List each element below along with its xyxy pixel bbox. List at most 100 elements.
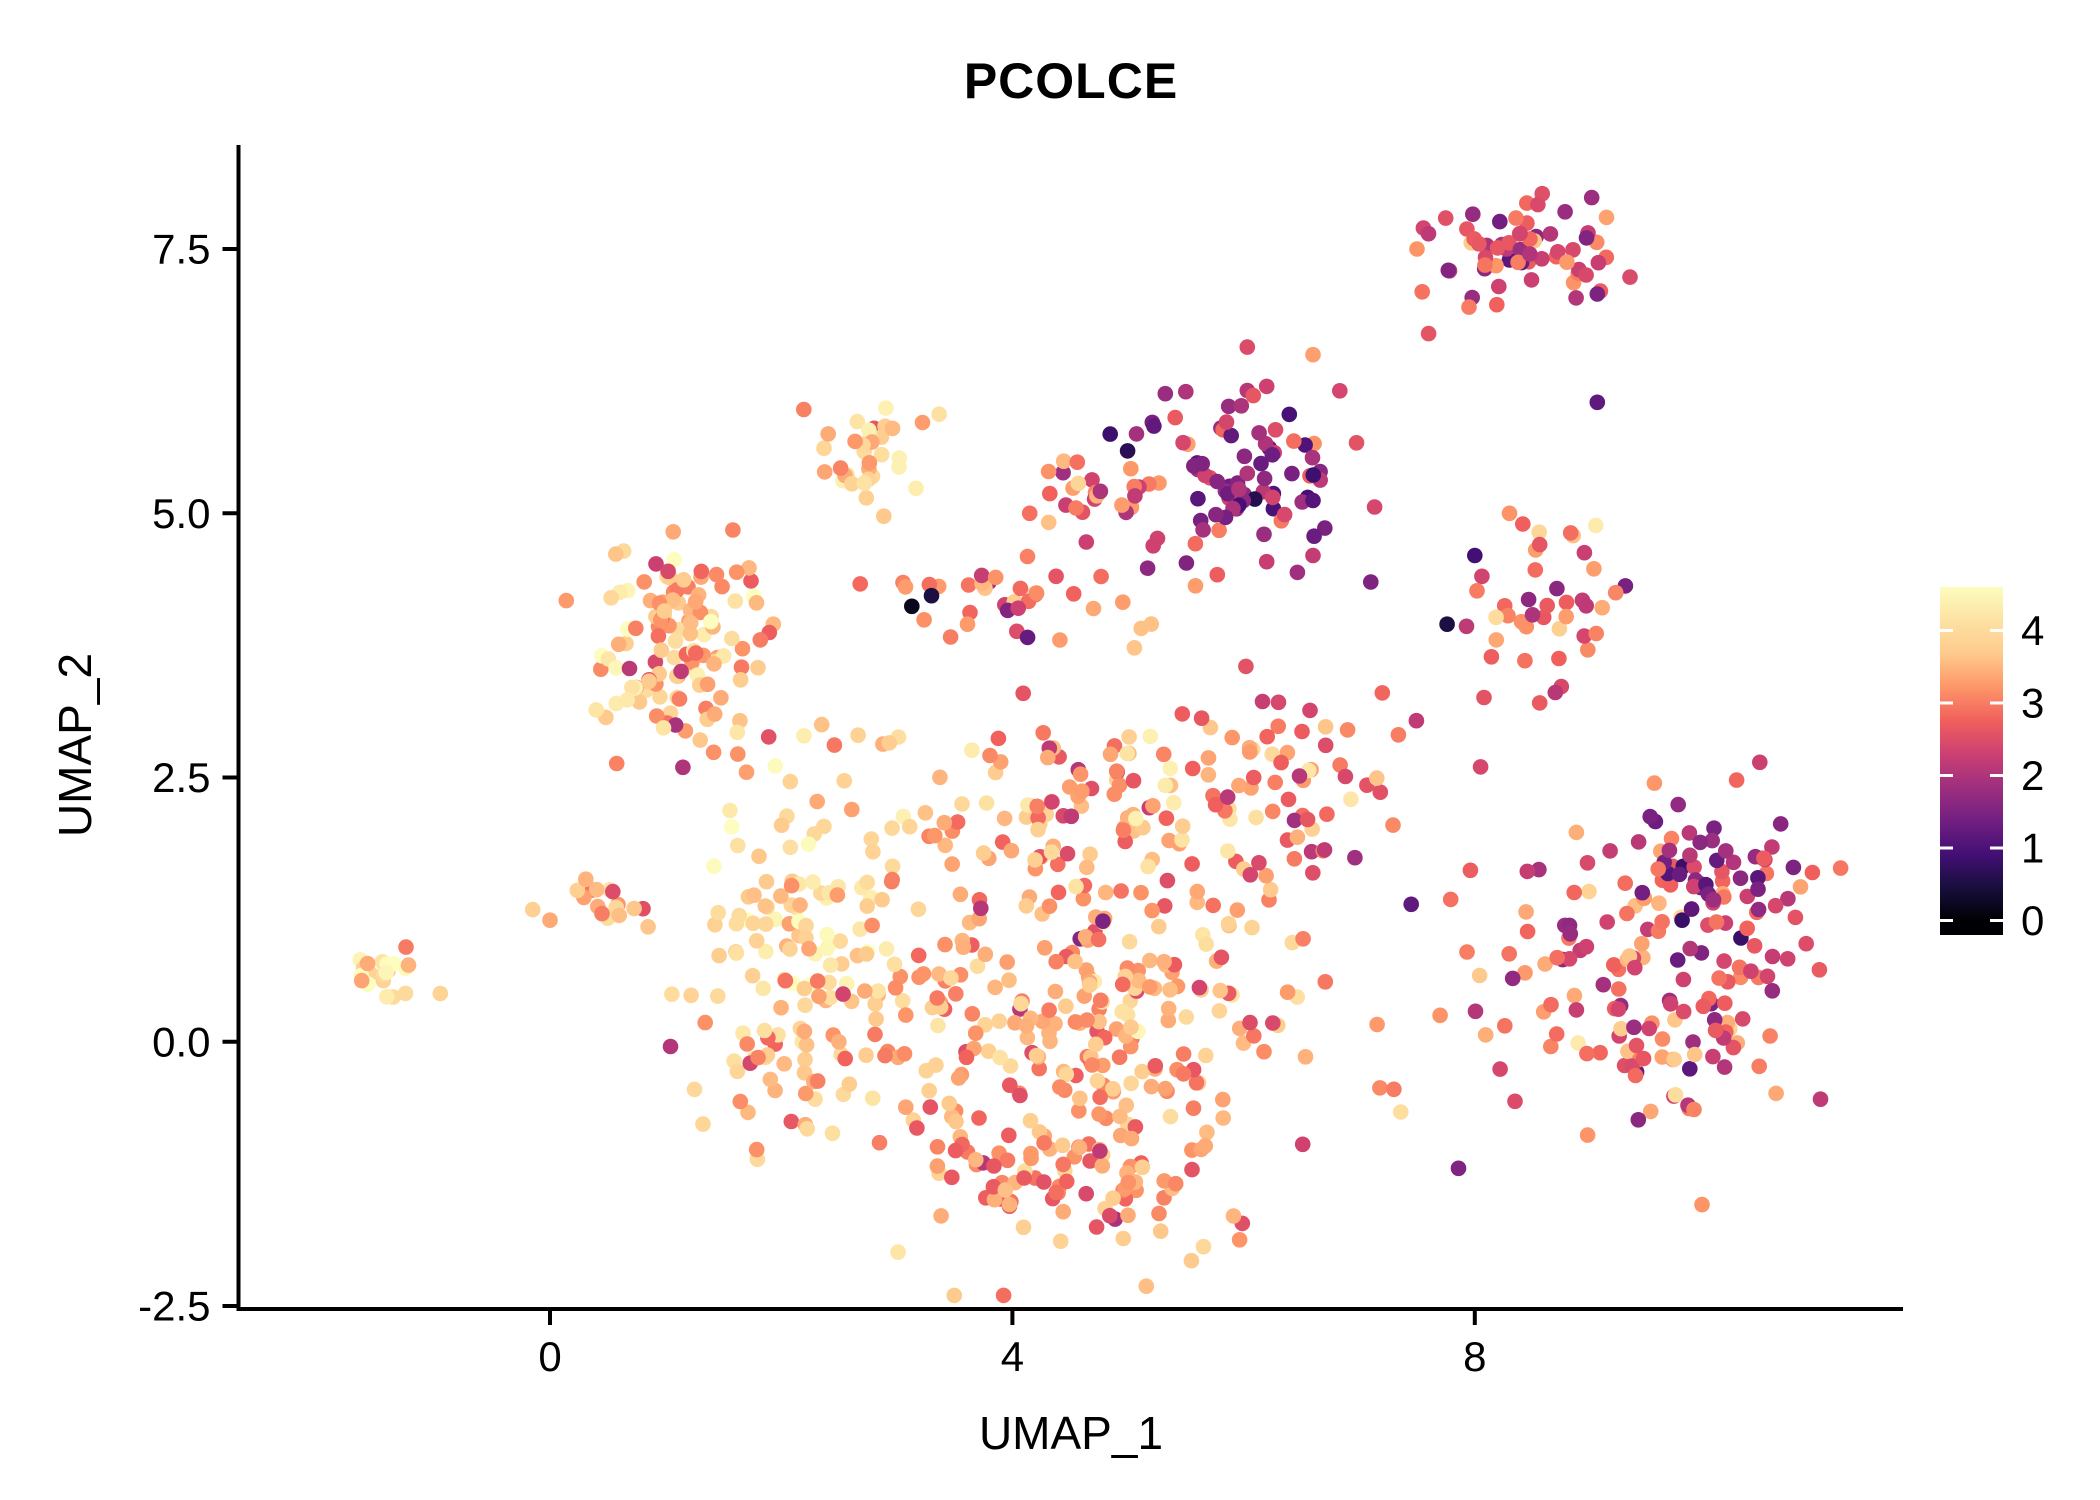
data-point xyxy=(1780,890,1796,907)
data-point xyxy=(1259,728,1275,745)
data-point xyxy=(797,1085,814,1102)
data-point xyxy=(1105,1190,1121,1206)
data-point xyxy=(1041,898,1058,914)
data-point xyxy=(1242,744,1258,760)
data-point xyxy=(776,1056,792,1072)
data-point xyxy=(1145,798,1161,814)
data-point xyxy=(578,871,594,887)
data-point xyxy=(569,882,586,899)
data-point xyxy=(1059,845,1076,862)
data-point xyxy=(1663,830,1680,847)
data-point xyxy=(826,737,843,753)
data-point xyxy=(941,1095,957,1112)
data-point xyxy=(1190,490,1206,507)
data-point xyxy=(1598,209,1615,226)
data-point xyxy=(1746,938,1763,954)
data-point xyxy=(1619,905,1635,922)
data-point xyxy=(1072,1090,1088,1107)
data-point xyxy=(1462,862,1479,879)
data-point xyxy=(1142,952,1158,969)
data-point xyxy=(744,967,761,984)
data-point xyxy=(594,905,610,922)
data-point xyxy=(1030,821,1046,838)
data-point xyxy=(1220,843,1236,859)
data-point xyxy=(1027,852,1043,868)
data-point xyxy=(1642,808,1658,825)
data-point xyxy=(1465,206,1481,222)
data-point xyxy=(1613,1020,1629,1037)
data-point xyxy=(1018,898,1035,914)
data-point xyxy=(1256,470,1273,487)
data-point xyxy=(1002,1077,1018,1093)
data-point xyxy=(1294,1136,1311,1153)
data-point xyxy=(964,742,980,758)
data-point xyxy=(1472,759,1489,775)
data-point xyxy=(1390,727,1407,743)
data-point xyxy=(1294,723,1310,740)
data-point xyxy=(729,837,746,854)
data-point xyxy=(1543,996,1559,1013)
data-point xyxy=(1666,1051,1682,1068)
data-point xyxy=(1686,1101,1702,1118)
data-point xyxy=(687,594,704,610)
data-point xyxy=(800,836,817,852)
data-point xyxy=(1467,1003,1484,1020)
data-point xyxy=(710,988,726,1004)
data-point xyxy=(1671,866,1688,883)
data-point xyxy=(1286,851,1303,867)
data-point xyxy=(1467,547,1483,564)
data-point xyxy=(1193,710,1210,726)
data-point xyxy=(1258,867,1274,884)
data-point xyxy=(1531,695,1548,711)
data-point xyxy=(1229,902,1246,918)
data-point xyxy=(1144,902,1160,919)
data-point xyxy=(1084,472,1100,488)
data-point xyxy=(732,672,749,688)
data-point xyxy=(1589,286,1606,302)
data-point xyxy=(1213,949,1230,966)
data-point xyxy=(1489,240,1506,256)
data-point xyxy=(929,1158,946,1174)
data-point xyxy=(1092,1089,1108,1105)
data-point xyxy=(1306,528,1322,544)
data-point xyxy=(978,795,995,811)
data-point xyxy=(1317,974,1334,990)
data-point xyxy=(728,915,745,932)
data-point xyxy=(1286,812,1303,829)
data-point xyxy=(1175,1046,1192,1062)
data-point xyxy=(748,1141,765,1158)
y-tick-label: 0.0 xyxy=(152,1018,210,1065)
data-point xyxy=(898,1099,914,1115)
data-point xyxy=(1297,1049,1314,1065)
data-point xyxy=(1072,766,1089,782)
data-point xyxy=(1812,1091,1829,1107)
data-point xyxy=(986,1158,1002,1174)
data-point xyxy=(671,691,688,707)
data-point xyxy=(665,524,681,540)
data-point xyxy=(1832,860,1849,876)
data-point xyxy=(1036,940,1053,956)
data-point xyxy=(1125,772,1142,789)
data-point xyxy=(1798,935,1814,952)
data-point xyxy=(1578,267,1594,283)
data-point xyxy=(1012,1087,1028,1104)
data-point xyxy=(1414,284,1430,300)
data-point xyxy=(1551,621,1568,637)
data-point xyxy=(1128,426,1145,442)
data-point xyxy=(1646,775,1663,791)
data-point xyxy=(542,912,558,928)
data-point xyxy=(1634,935,1650,952)
data-point xyxy=(836,773,853,789)
data-point xyxy=(1092,1143,1108,1159)
data-point xyxy=(1085,600,1102,617)
data-point xyxy=(949,814,966,830)
data-point xyxy=(675,572,692,588)
data-point xyxy=(1040,514,1057,531)
data-point xyxy=(608,660,624,676)
data-point xyxy=(1058,1173,1075,1190)
data-point xyxy=(708,566,725,583)
data-point xyxy=(1610,1001,1627,1017)
data-point xyxy=(666,649,682,666)
data-point xyxy=(1055,464,1071,481)
data-point xyxy=(819,940,835,957)
